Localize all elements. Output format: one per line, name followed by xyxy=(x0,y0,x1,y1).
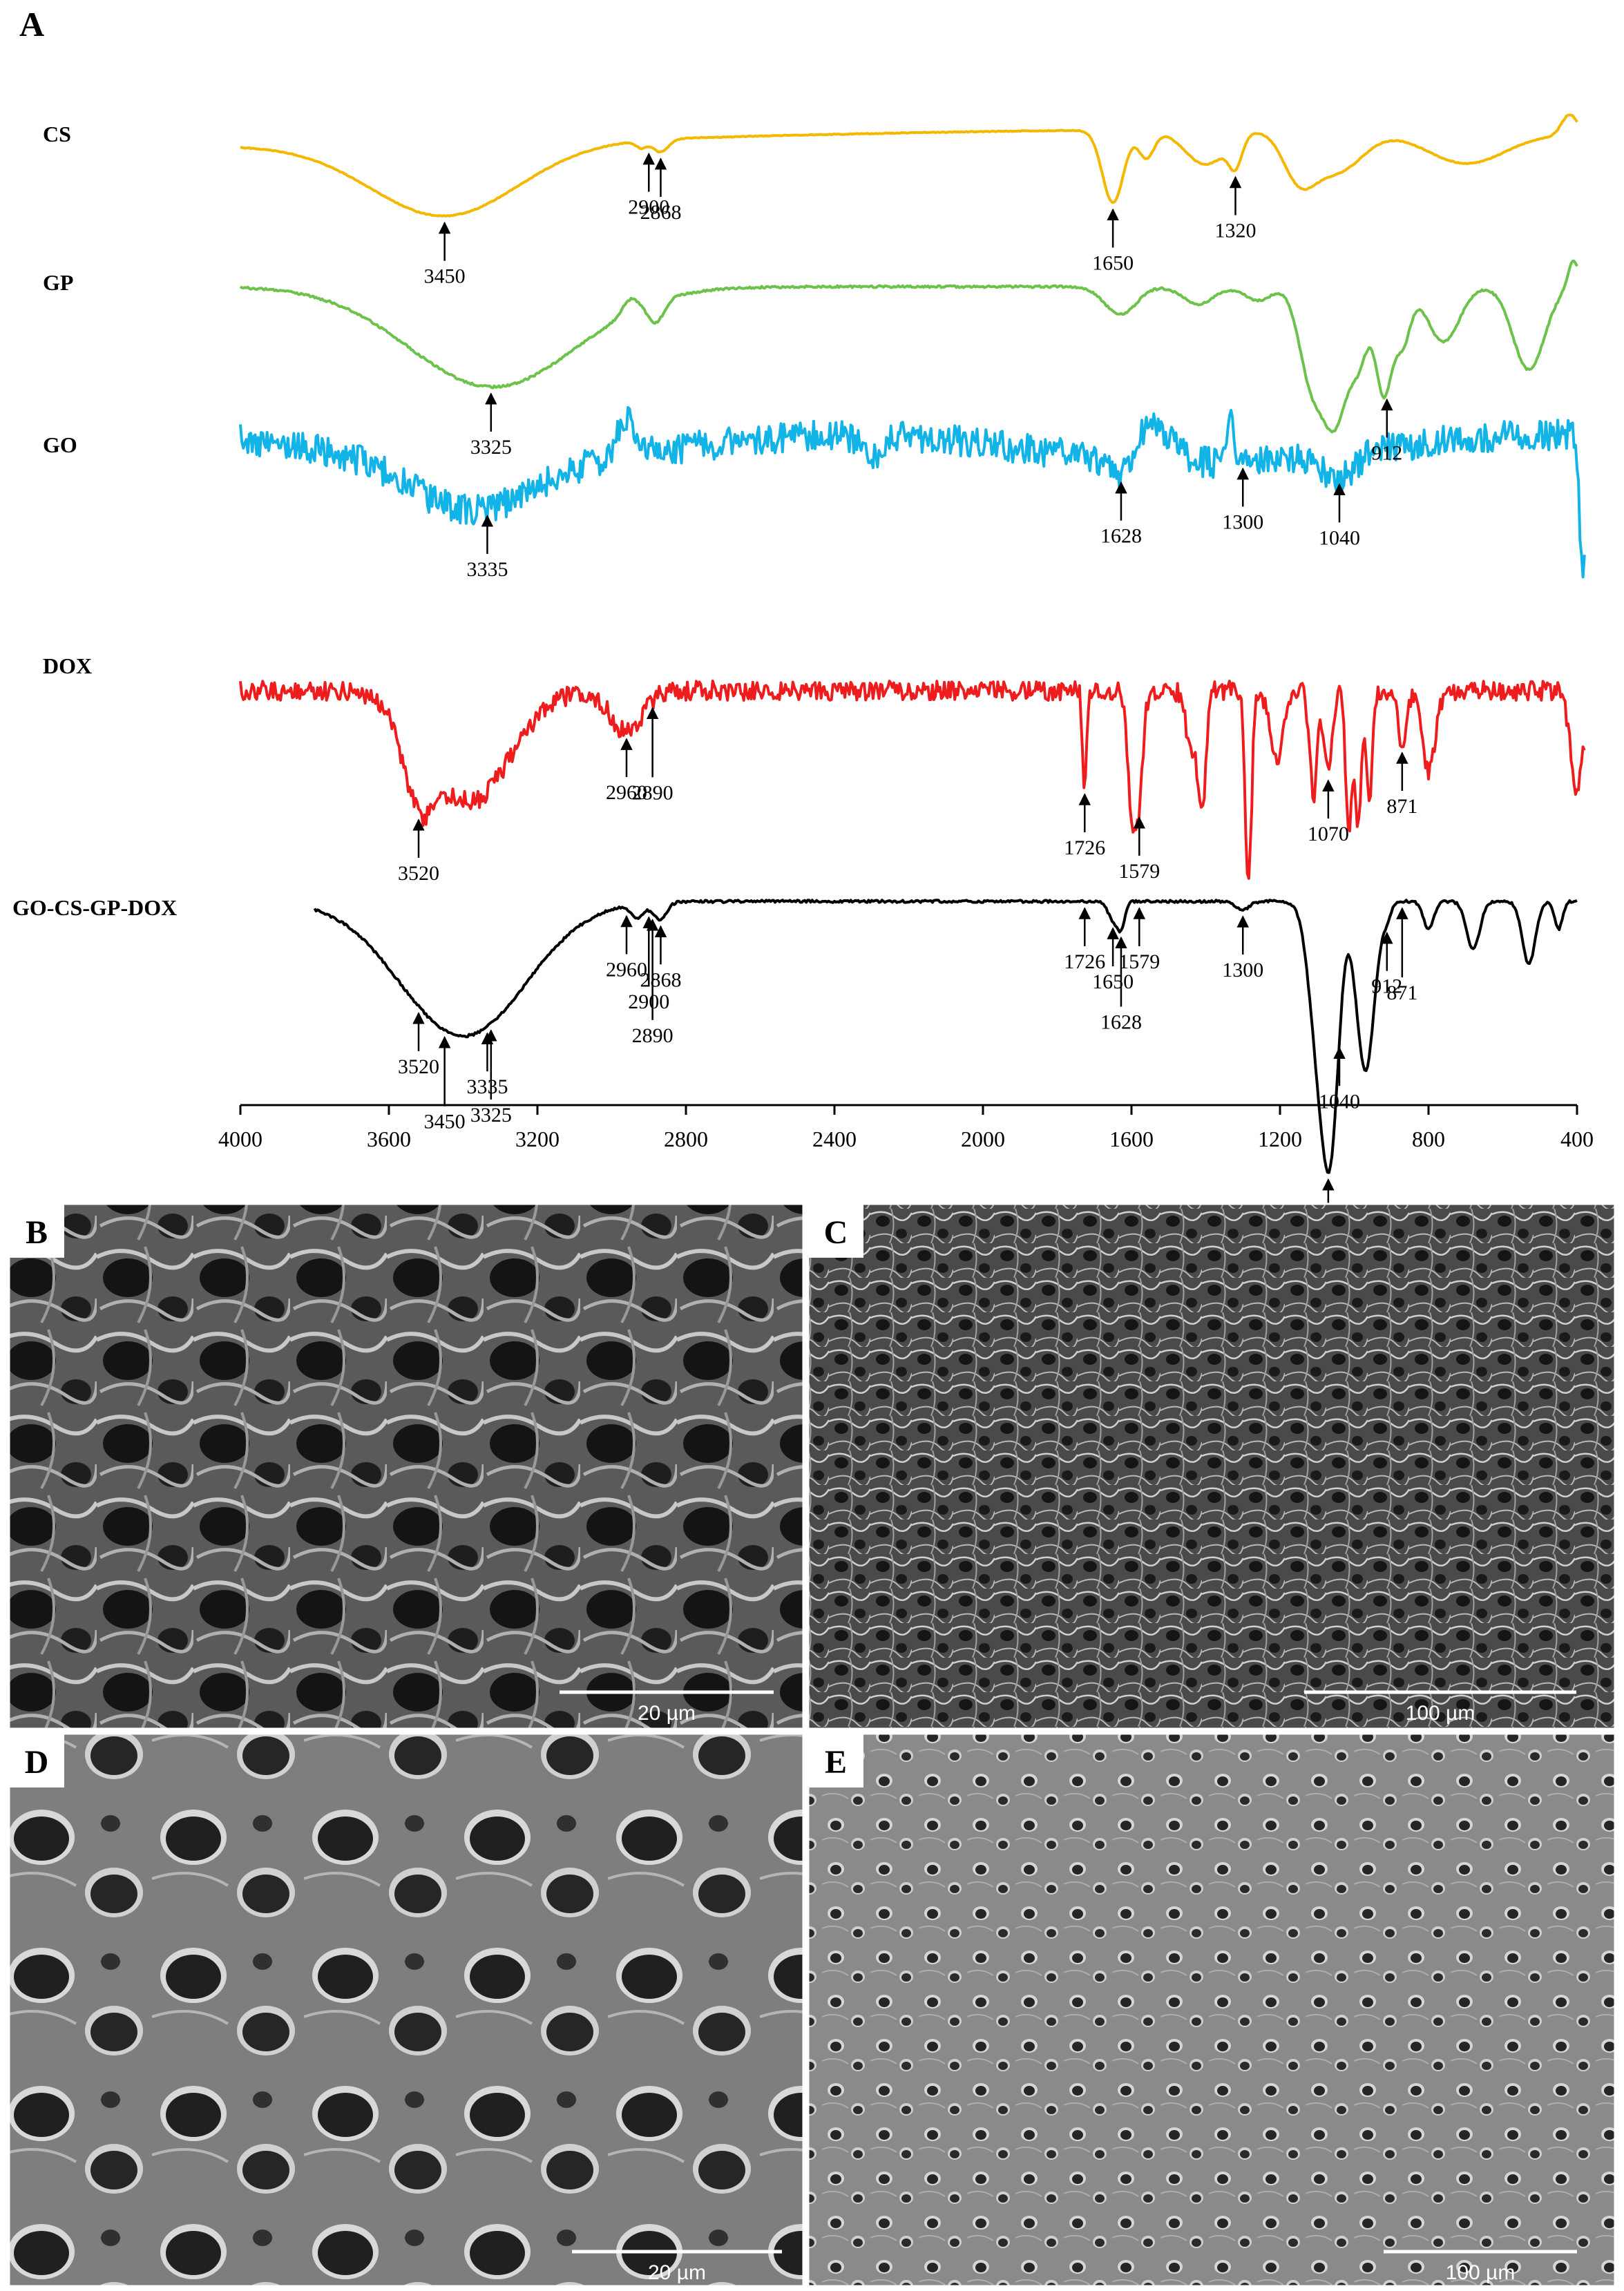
x-tick-label: 400 xyxy=(1560,1127,1594,1151)
annotation-label: 3520 xyxy=(398,1055,439,1078)
x-tick-label: 3200 xyxy=(515,1127,560,1151)
sem-panel-c: C 100 µm xyxy=(807,1202,1616,1730)
annotation-label: 2868 xyxy=(640,201,681,224)
x-tick-label: 2800 xyxy=(664,1127,708,1151)
annotation-label: 3335 xyxy=(466,1075,508,1098)
sem-panels: B 20 µm C 100 µm D 20 µm E 100 µm xyxy=(8,1202,1616,2288)
annotation-label: 1040 xyxy=(1319,526,1360,549)
annotation-label: 912 xyxy=(1371,442,1402,465)
series-label-gp: GP xyxy=(43,270,73,295)
series-line-cs xyxy=(240,113,1578,218)
scale-label-b: 20 µm xyxy=(638,1702,696,1725)
annotation-label: 1300 xyxy=(1222,511,1263,534)
x-tick-label: 1600 xyxy=(1109,1127,1154,1151)
annotation-label: 912 xyxy=(1371,975,1402,998)
annotation-label: 1579 xyxy=(1118,950,1160,973)
annotation-label: 1726 xyxy=(1064,950,1105,973)
annotation-label: 3450 xyxy=(424,265,466,288)
x-axis: 4000 3600 3200 2800 2400 2000 1600 1200 800 400 xyxy=(218,1104,1594,1151)
annotation-label: 2890 xyxy=(632,781,674,804)
x-tick-label: 1200 xyxy=(1258,1127,1302,1151)
sem-panel-d: D 20 µm xyxy=(8,1732,805,2288)
annotation-label: 1070 xyxy=(1308,823,1349,845)
ftir-spectra: CS GP GO DOX GO-CS-GP-DOX xyxy=(12,113,1586,1174)
x-tick-label: 2000 xyxy=(961,1127,1005,1151)
series-line-go-cs-gp-dox xyxy=(313,899,1578,1174)
annotation-label: 1726 xyxy=(1064,836,1105,859)
annotation-label: 2960 xyxy=(606,781,647,804)
scale-label-d: 20 µm xyxy=(648,2261,706,2284)
annotation-label: 3335 xyxy=(466,558,508,581)
annotation-label: 3325 xyxy=(470,1104,512,1127)
annotation-label: 2960 xyxy=(606,959,647,981)
sem-letter-d: D xyxy=(25,1744,49,1781)
x-tick-label: 800 xyxy=(1412,1127,1445,1151)
series-label-go-cs-gp-dox: GO-CS-GP-DOX xyxy=(12,895,177,920)
annotation-label: 1300 xyxy=(1222,959,1263,981)
annotation-label: 1650 xyxy=(1092,970,1134,993)
series-label-cs: CS xyxy=(43,122,71,146)
annotation-label: 3520 xyxy=(398,862,439,885)
panel-letter-a: A xyxy=(19,5,44,44)
sem-letter-e: E xyxy=(825,1744,847,1781)
sem-panel-e: E 100 µm xyxy=(807,1732,1616,2288)
series-line-gp xyxy=(239,260,1578,434)
series-label-dox: DOX xyxy=(43,653,92,678)
annotation-label: 3450 xyxy=(424,1111,466,1133)
sem-letter-c: C xyxy=(824,1214,848,1251)
series-line-dox xyxy=(239,680,1586,880)
annotation-label: 1650 xyxy=(1092,251,1134,274)
x-tick-label: 4000 xyxy=(218,1127,262,1151)
series-label-go: GO xyxy=(43,432,77,457)
annotation-label: 1628 xyxy=(1100,1010,1142,1033)
annotation-label: 1040 xyxy=(1319,1090,1360,1113)
annotation-label: 1579 xyxy=(1118,860,1160,883)
annotation-label: 871 xyxy=(1386,981,1417,1004)
scale-label-e: 100 µm xyxy=(1446,2261,1516,2284)
sem-letter-b: B xyxy=(26,1214,48,1251)
annotation-label: 2890 xyxy=(632,1024,674,1047)
sem-panel-b: B 20 µm xyxy=(8,1202,805,1730)
x-tick-label: 3600 xyxy=(367,1127,411,1151)
annotation-label: 2900 xyxy=(628,196,669,219)
x-tick-label: 2400 xyxy=(812,1127,857,1151)
annotation-label: 2868 xyxy=(640,968,681,991)
annotation-label: 1628 xyxy=(1100,525,1142,548)
scale-label-c: 100 µm xyxy=(1406,1702,1475,1725)
annotation-label: 1320 xyxy=(1215,220,1257,242)
series-line-go xyxy=(239,405,1586,579)
annotation-label: 871 xyxy=(1386,795,1417,818)
annotation-label: 3325 xyxy=(470,436,512,459)
annotation-label: 2900 xyxy=(628,990,669,1013)
